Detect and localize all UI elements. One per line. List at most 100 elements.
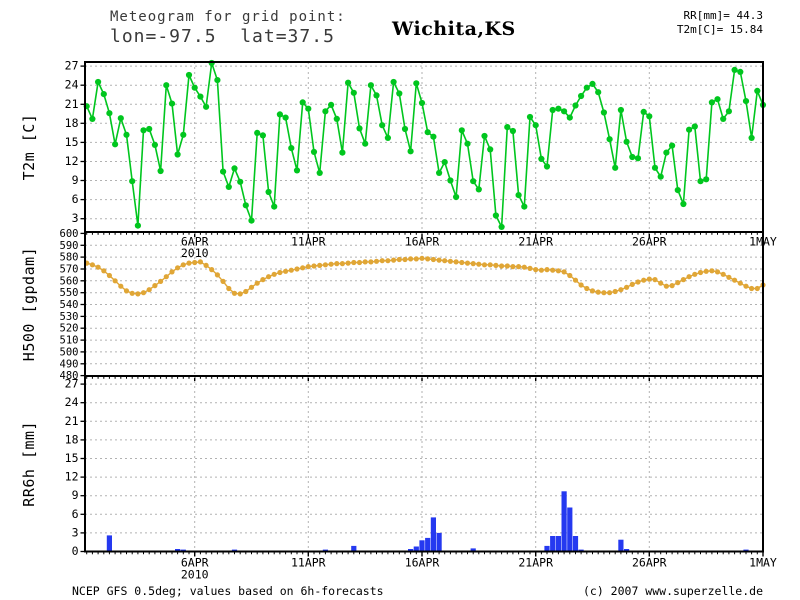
h500-point — [294, 266, 300, 272]
h500-point — [663, 283, 670, 289]
t2m-point — [748, 134, 755, 141]
rr6h-bar — [470, 548, 476, 552]
h500-point — [311, 263, 317, 269]
h500-point — [288, 267, 294, 273]
h500-point — [436, 257, 442, 263]
h500-point — [209, 267, 215, 273]
t2m-point — [646, 113, 653, 120]
h500-point — [737, 280, 743, 286]
y-tick-label: 3 — [72, 211, 79, 225]
rr6h-bar — [175, 549, 181, 552]
t2m-point — [487, 146, 494, 153]
h500-point — [692, 271, 698, 277]
t2m-point — [168, 100, 176, 107]
rr6h-bar — [572, 536, 579, 552]
h500-point — [618, 287, 624, 293]
rr6h-bar — [425, 537, 431, 552]
h500-point — [754, 285, 760, 292]
h500-point — [271, 271, 277, 277]
h500-point — [106, 272, 112, 279]
page-title: Meteogram for grid point: — [110, 9, 346, 25]
h500-point — [356, 259, 363, 266]
h500-point — [589, 288, 596, 294]
t2m-point — [521, 203, 528, 210]
t2m-point — [242, 202, 249, 209]
h500-point — [635, 279, 641, 285]
h500-point — [118, 283, 124, 289]
t2m-point — [231, 165, 238, 172]
rr6h-bar — [436, 532, 442, 552]
t2m-point — [623, 138, 630, 145]
h500-point — [709, 268, 715, 274]
t2m-point — [401, 125, 409, 133]
t2m-point — [492, 212, 499, 219]
h500-point — [408, 256, 414, 262]
h500-point — [669, 283, 675, 289]
t2m-point — [526, 113, 534, 121]
h500-point — [351, 259, 357, 266]
h500-point — [123, 288, 130, 294]
t2m-point — [237, 178, 244, 185]
h500-point — [180, 262, 186, 268]
date-label: 26APR — [632, 556, 667, 570]
t2m-point — [424, 129, 431, 136]
h500-point — [396, 256, 402, 263]
h500-point — [419, 255, 425, 261]
grid-point-coordinates: lon=-97.5 lat=37.5 — [110, 26, 335, 47]
rr6h-bar — [351, 545, 357, 552]
t2m-panel: 3 6 9 12 15 18 21 24 27 T2m [C] — [20, 59, 767, 237]
t2m-point — [339, 149, 346, 156]
h500-point — [129, 290, 135, 296]
t2m-point — [174, 151, 181, 158]
y-tick-label: 510 — [60, 335, 79, 347]
t2m-point — [589, 80, 596, 87]
t2m-point — [680, 200, 687, 208]
h500-point — [658, 280, 664, 286]
h500-point — [112, 278, 118, 284]
date-label: 16APR — [405, 235, 440, 249]
y-tick-label: 570 — [60, 264, 79, 276]
h500-point — [612, 288, 618, 295]
h500-point — [214, 272, 220, 278]
rr6h-bar — [106, 535, 112, 552]
h500-point — [430, 256, 436, 263]
t2m-point — [436, 169, 443, 176]
h500-point — [169, 269, 175, 275]
rr6h-bar — [618, 539, 624, 552]
t2m-point — [157, 167, 164, 175]
t2m-line — [85, 62, 764, 230]
t2m-point — [191, 84, 198, 91]
h500-point — [402, 256, 408, 263]
h500-point — [629, 281, 635, 287]
y-tick-label: 9 — [72, 173, 79, 187]
y-tick-label: 12 — [65, 154, 79, 168]
h500-point — [362, 259, 368, 265]
h500-point — [140, 290, 147, 296]
t2m-point — [674, 187, 681, 194]
h500-point — [493, 262, 499, 268]
rr6h-bar — [550, 536, 556, 552]
y-tick-label: 520 — [60, 323, 79, 335]
t2m-point — [123, 131, 130, 138]
t2m-point — [163, 82, 170, 89]
t2m-point — [151, 141, 158, 148]
t2m-point — [612, 164, 619, 171]
t2m-point — [356, 125, 363, 132]
t2m-point — [651, 164, 659, 171]
t2m-point — [276, 111, 283, 118]
h500-point — [686, 274, 692, 280]
copyright-note: (c) 2007 www.superzelle.de — [582, 584, 763, 598]
h500-point — [220, 278, 226, 284]
data-source-note: NCEP GFS 0.5deg; values based on 6h-fore… — [72, 584, 384, 598]
t2m-point — [600, 109, 608, 116]
t2m-point — [328, 101, 335, 108]
t2m-point — [703, 176, 710, 183]
h500-point — [305, 264, 311, 270]
t2m-point — [430, 133, 437, 140]
y-tick-label: 18 — [65, 432, 79, 446]
h500-point — [510, 264, 516, 270]
h500-point — [567, 272, 573, 279]
h500-point — [175, 265, 181, 271]
panel-border — [84, 375, 764, 553]
rr-total-annotation: RR[mm]= 44.3 — [683, 9, 763, 22]
